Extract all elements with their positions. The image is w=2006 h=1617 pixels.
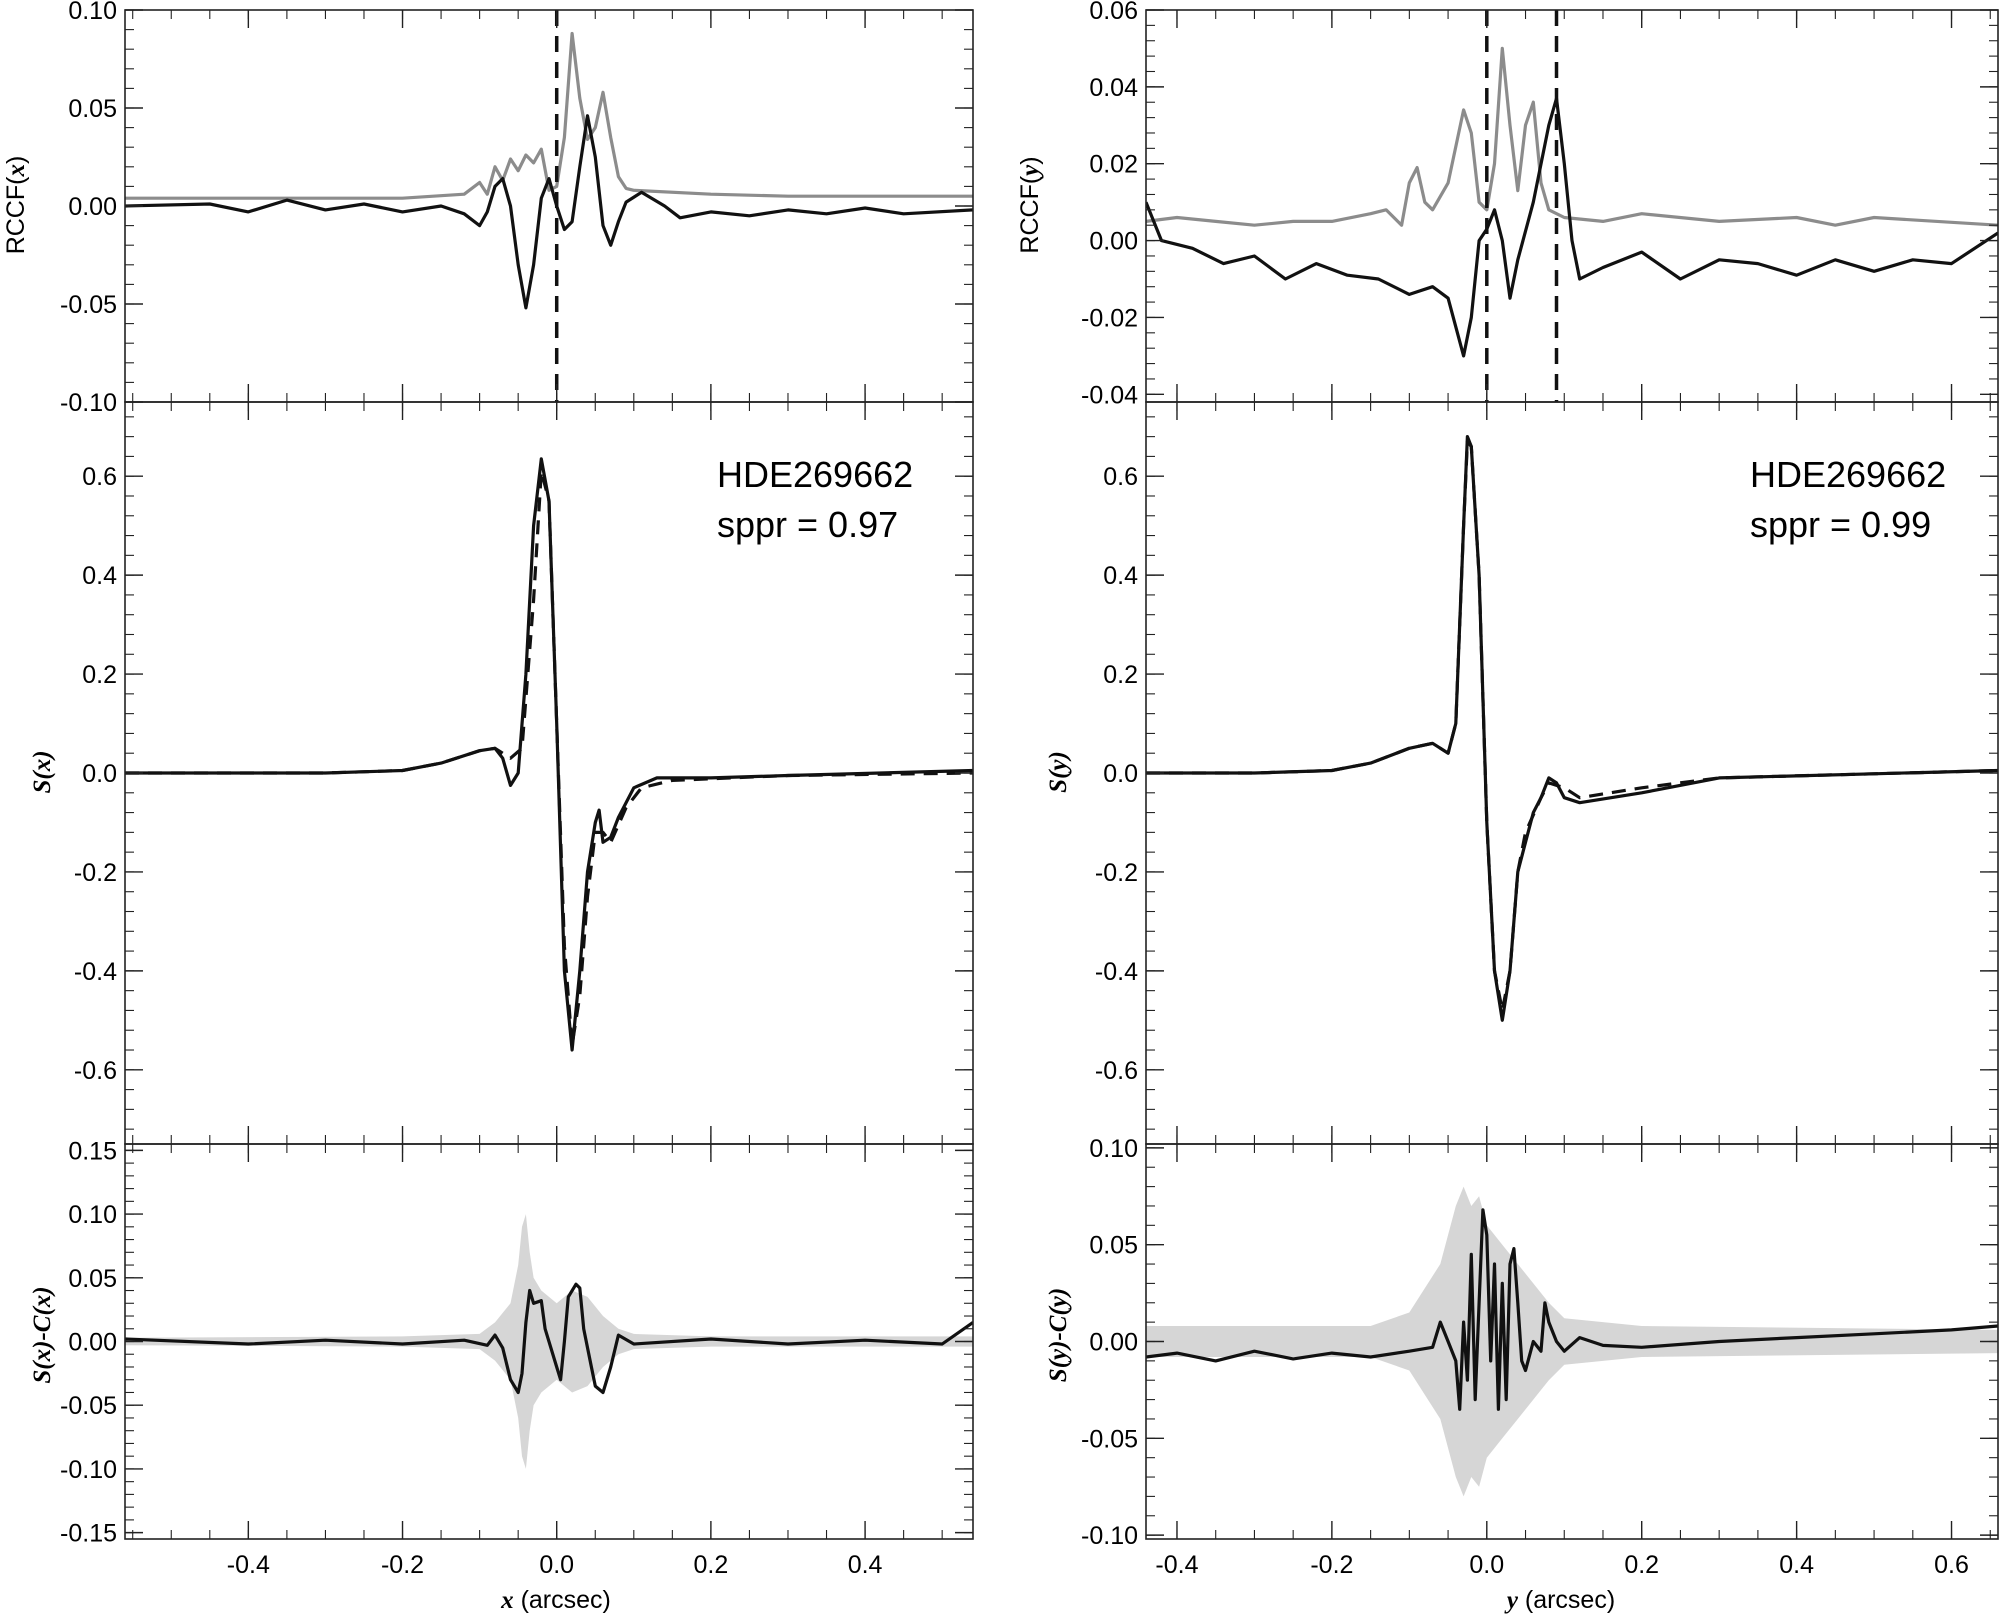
right-rccf-series-gray-solid — [1146, 46, 1998, 227]
left-residual-ytick-label: 0.15 — [68, 1137, 117, 1165]
left-signal-ytick-label: -0.6 — [74, 1057, 117, 1085]
left-signal-ytick-label: 0.2 — [82, 661, 117, 689]
left-residual-ylabel: S(x)-C(x) — [29, 1286, 56, 1383]
right-rccf-ytick-label: 0.06 — [1089, 0, 1138, 25]
left-x-tick-label: 0.0 — [539, 1551, 574, 1579]
right-signal-ytick-label: 0.6 — [1103, 463, 1138, 491]
left-residual-ytick-label: 0.10 — [68, 1201, 117, 1229]
right-signal-ytick-label: -0.6 — [1095, 1057, 1138, 1085]
right-signal-ytick-label: -0.4 — [1095, 958, 1138, 986]
left-rccf-ytick-label: -0.10 — [60, 389, 117, 417]
left-rccf-series-black-solid — [125, 114, 973, 310]
left-signal-series-black-solid — [125, 457, 973, 1052]
left-signal-ytick-label: 0.6 — [82, 463, 117, 491]
left-signal-ylabel: S(x) — [29, 750, 56, 793]
left-signal-series-black-dashed — [125, 469, 973, 1047]
left-star-name: HDE269662 — [717, 454, 913, 495]
left-rccf-ytick-label: 0.10 — [68, 0, 117, 25]
left-rccf-ylabel: RCCF(x) — [2, 156, 30, 255]
right-signal-plot-area — [1146, 435, 1998, 1022]
right-rccf-plot-area — [1146, 46, 1998, 358]
left-signal-ytick-label: -0.2 — [74, 859, 117, 887]
right-y-axis-label: y (arcsec) — [1504, 1586, 1615, 1614]
right-signal-ytick-label: 0.0 — [1103, 760, 1138, 788]
right-residual-ytick-label: 0.05 — [1089, 1232, 1138, 1260]
left-rccf-frame — [124, 9, 974, 403]
right-rccf-ytick-label: -0.04 — [1081, 381, 1138, 409]
left-residual-ytick-label: 0.05 — [68, 1265, 117, 1293]
right-rccf-series-black-solid — [1146, 96, 1998, 358]
right-signal-ytick-label: 0.2 — [1103, 661, 1138, 689]
right-rccf-ytick-label: 0.00 — [1089, 228, 1138, 256]
right-rccf-ytick-label: 0.02 — [1089, 151, 1138, 179]
left-residual-ytick-label: 0.00 — [68, 1329, 117, 1357]
right-residual-ytick-label: 0.10 — [1089, 1135, 1138, 1163]
left-rccf-series-gray-solid — [125, 31, 973, 200]
right-residual-ytick-label: -0.10 — [1081, 1522, 1138, 1550]
left-residual-ytick-label: -0.05 — [60, 1392, 117, 1420]
right-residual-panel: -0.10 -0.05 0.00 0.05 0.10 -0.4 -0.2 0.0 0.2 0.4 0… — [1081, 1135, 1999, 1579]
right-residual-plot-area — [1146, 1186, 1998, 1497]
left-signal-panel: -0.6 -0.4 -0.2 0.0 0.2 0.4 0.6 — [74, 401, 974, 1145]
left-rccf-plot-area — [125, 31, 973, 310]
right-x-tick-label: 0.2 — [1624, 1551, 1659, 1579]
right-rccf-panel: -0.04 -0.02 0.00 0.02 0.04 0.06 — [1081, 0, 1999, 409]
right-rccf-ytick-label: -0.02 — [1081, 304, 1138, 332]
left-residual-panel: -0.15 -0.10 -0.05 0.00 0.05 0.10 0.15 -0.4 -0.2 0… — [60, 1137, 974, 1579]
left-sppr-value: sppr = 0.97 — [717, 504, 898, 545]
left-signal-ytick-label: 0.4 — [82, 562, 117, 590]
right-x-tick-label: 0.4 — [1779, 1551, 1814, 1579]
left-rccf-panel: -0.10 -0.05 0.00 0.05 0.10 — [60, 0, 974, 417]
left-x-axis-label: x (arcsec) — [500, 1586, 611, 1614]
left-signal-ytick-label: -0.4 — [74, 958, 117, 986]
left-x-tick-label: -0.4 — [227, 1551, 270, 1579]
right-x-tick-label: -0.4 — [1155, 1551, 1198, 1579]
right-residual-ytick-label: 0.00 — [1089, 1329, 1138, 1357]
left-residual-series-black-solid — [125, 1282, 973, 1395]
right-star-name: HDE269662 — [1750, 454, 1946, 495]
right-rccf-ylabel: RCCF(y) — [1016, 156, 1044, 253]
left-rccf-ytick-label: 0.05 — [68, 95, 117, 123]
right-signal-panel: -0.6 -0.4 -0.2 0.0 0.2 0.4 0.6 — [1095, 401, 1999, 1145]
right-residual-series-black-solid — [1146, 1208, 1998, 1411]
right-signal-ytick-label: 0.4 — [1103, 562, 1138, 590]
left-residual-ytick-label: -0.10 — [60, 1456, 117, 1484]
left-rccf-ytick-label: -0.05 — [60, 291, 117, 319]
left-rccf-ytick-label: 0.00 — [68, 193, 117, 221]
left-x-tick-label: 0.4 — [848, 1551, 883, 1579]
right-residual-ylabel: S(y)-C(y) — [1045, 1288, 1072, 1382]
right-signal-ylabel: S(y) — [1045, 751, 1072, 793]
right-x-tick-label: 0.0 — [1469, 1551, 1504, 1579]
right-residual-uncertainty-band — [1146, 1186, 1998, 1497]
right-x-tick-label: -0.2 — [1310, 1551, 1353, 1579]
right-rccf-frame — [1145, 9, 1999, 403]
right-x-tick-label: 0.6 — [1934, 1551, 1969, 1579]
right-residual-ytick-label: -0.05 — [1081, 1425, 1138, 1453]
left-x-tick-label: -0.2 — [381, 1551, 424, 1579]
left-x-tick-label: 0.2 — [694, 1551, 729, 1579]
right-signal-series-black-solid — [1146, 435, 1998, 1022]
left-signal-ytick-label: 0.0 — [82, 760, 117, 788]
right-sppr-value: sppr = 0.99 — [1750, 504, 1931, 545]
left-residual-plot-area — [125, 1214, 973, 1469]
right-figure-column: -0.04 -0.02 0.00 0.02 0.04 0.06 -0.6 -0.4 -0.2 0… — [1016, 0, 1999, 1614]
right-rccf-ytick-label: 0.04 — [1089, 74, 1138, 102]
right-signal-ytick-label: -0.2 — [1095, 859, 1138, 887]
left-figure-column: -0.10 -0.05 0.00 0.05 0.10 -0.6 -0.4 -0.2 0.0 0.… — [2, 0, 974, 1614]
left-signal-plot-area — [125, 457, 973, 1052]
left-residual-ytick-label: -0.15 — [60, 1520, 117, 1548]
